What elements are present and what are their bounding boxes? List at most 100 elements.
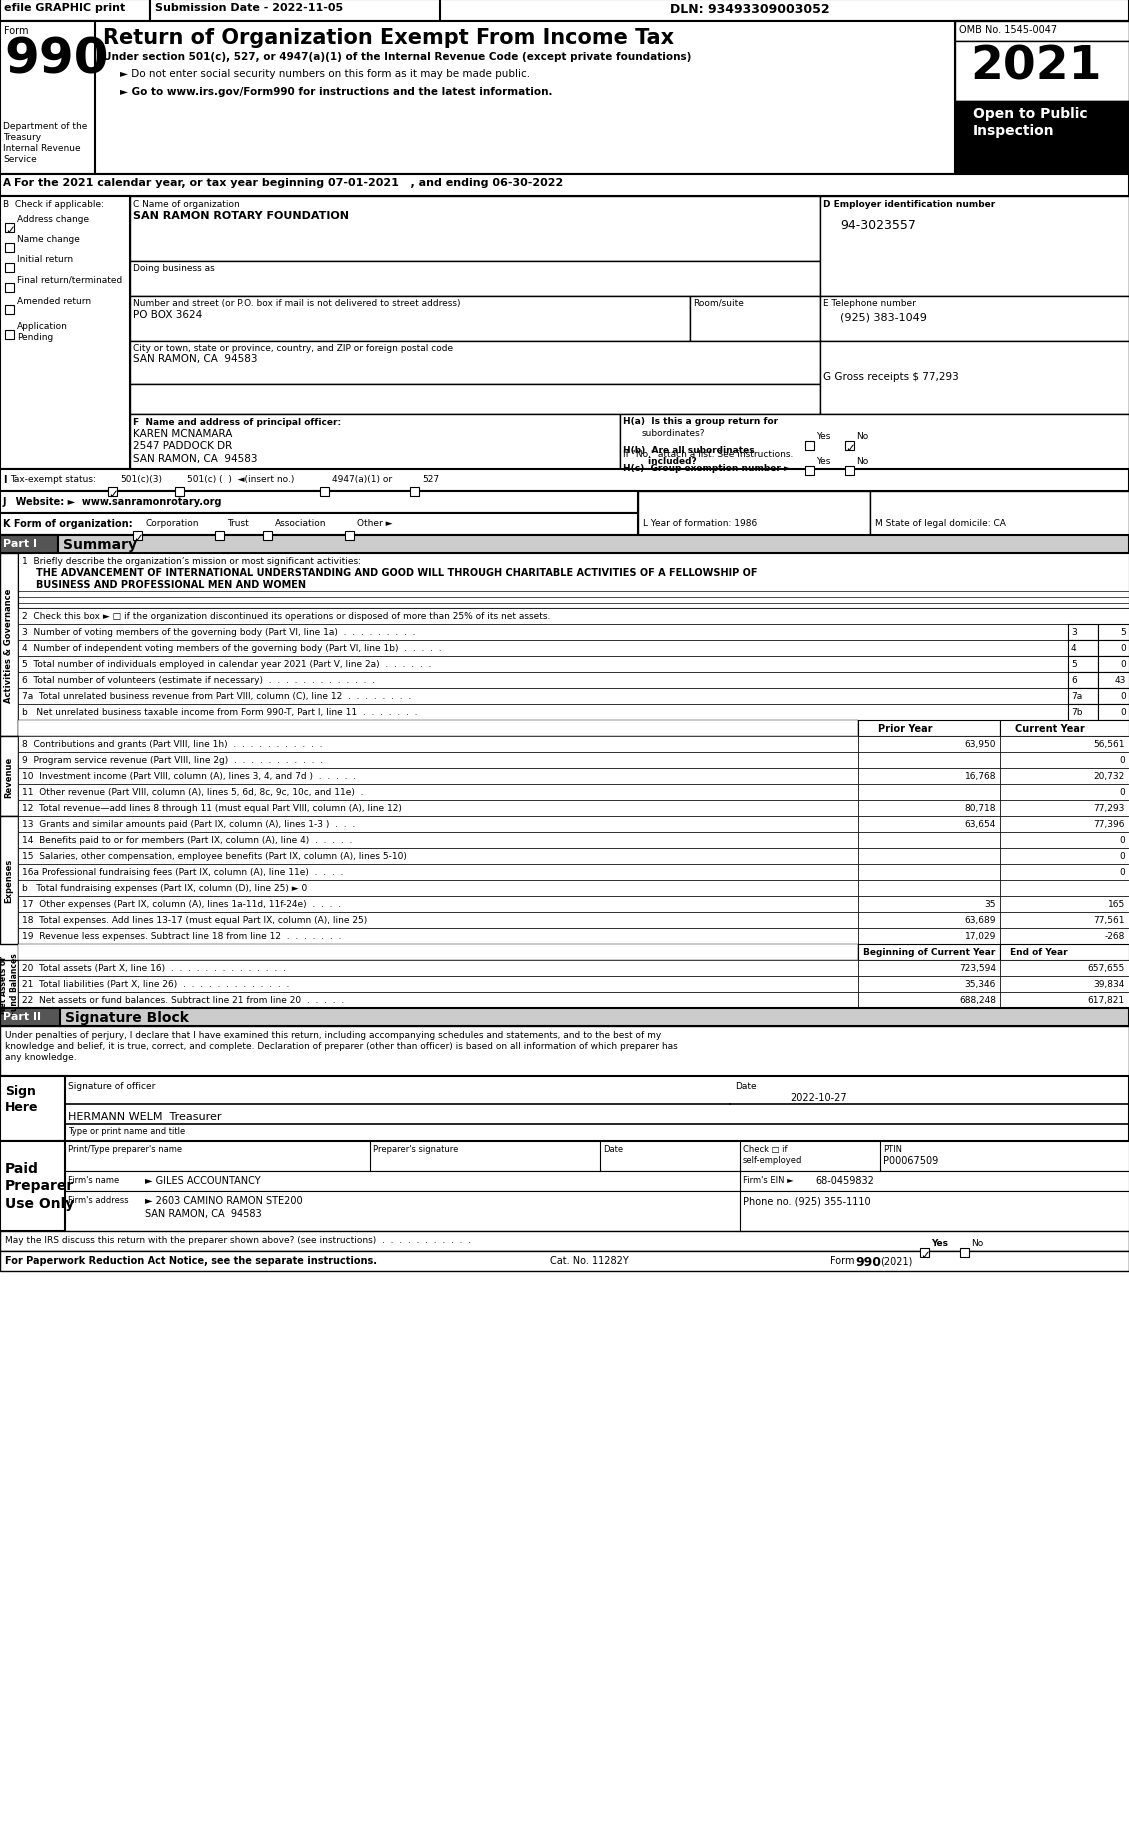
Text: M State of legal domicile: CA: M State of legal domicile: CA (875, 518, 1006, 527)
Text: Yes: Yes (816, 458, 830, 467)
Bar (1099, 705, 1129, 721)
Bar (18, 688, 1068, 705)
Bar (130, 415, 620, 470)
Bar (5, 284, 14, 293)
Text: SAN RAMON ROTARY FOUNDATION: SAN RAMON ROTARY FOUNDATION (133, 210, 349, 221)
Bar (858, 785, 1000, 800)
Text: Open to Public
Inspection: Open to Public Inspection (973, 106, 1087, 139)
Text: 13  Grants and similar amounts paid (Part IX, column (A), lines 1-3 )  .  .  .: 13 Grants and similar amounts paid (Part… (21, 820, 356, 829)
Bar (0, 1076, 65, 1142)
Text: 17  Other expenses (Part IX, column (A), lines 1a-11d, 11f-24e)  .  .  .  .: 17 Other expenses (Part IX, column (A), … (21, 900, 341, 908)
Text: Paid
Preparer
Use Only: Paid Preparer Use Only (5, 1162, 75, 1210)
Text: Under penalties of perjury, I declare that I have examined this return, includin: Under penalties of perjury, I declare th… (5, 1030, 677, 1061)
Text: KAREN MCNAMARA
2547 PADDOCK DR
SAN RAMON, CA  94583: KAREN MCNAMARA 2547 PADDOCK DR SAN RAMON… (133, 428, 257, 463)
Text: Yes: Yes (931, 1239, 948, 1248)
Bar (0, 554, 18, 737)
Text: 77,396: 77,396 (1094, 820, 1124, 829)
Bar (0, 816, 18, 944)
Text: 0: 0 (1120, 659, 1126, 668)
Text: Activities & Governance: Activities & Governance (5, 587, 14, 703)
Bar (0, 737, 18, 816)
Text: Cat. No. 11282Y: Cat. No. 11282Y (550, 1255, 629, 1265)
Bar (0, 0, 1129, 22)
Bar (18, 913, 858, 928)
Bar (18, 737, 858, 752)
Bar (18, 928, 858, 944)
Text: Department of the
Treasury
Internal Revenue
Service: Department of the Treasury Internal Reve… (3, 123, 87, 165)
Text: DLN: 93493309003052: DLN: 93493309003052 (669, 4, 830, 16)
Text: Prior Year: Prior Year (878, 723, 933, 734)
Text: Other ►: Other ► (357, 518, 393, 527)
Bar (1068, 705, 1099, 721)
Text: ✓: ✓ (108, 489, 119, 501)
Text: E Telephone number: E Telephone number (823, 298, 916, 307)
Bar (0, 470, 1129, 492)
Bar (1000, 769, 1129, 785)
Bar (18, 816, 858, 833)
Text: ► 2603 CAMINO RAMON STE200: ► 2603 CAMINO RAMON STE200 (145, 1195, 303, 1206)
Bar (1068, 624, 1099, 640)
Text: 2  Check this box ► □ if the organization discontinued its operations or dispose: 2 Check this box ► □ if the organization… (21, 611, 550, 620)
Bar (1099, 624, 1129, 640)
Text: 43: 43 (1114, 675, 1126, 684)
Text: 77,561: 77,561 (1094, 915, 1124, 924)
Bar (1000, 785, 1129, 800)
Text: 11  Other revenue (Part VIII, column (A), lines 5, 6d, 8c, 9c, 10c, and 11e)  .: 11 Other revenue (Part VIII, column (A),… (21, 787, 364, 796)
Bar (955, 22, 1129, 42)
Text: Name change: Name change (17, 234, 80, 243)
Text: Firm's name: Firm's name (68, 1175, 120, 1184)
Text: 0: 0 (1120, 708, 1126, 717)
Text: Summary: Summary (63, 538, 137, 551)
Bar (263, 533, 272, 540)
Text: I: I (3, 474, 7, 485)
Text: 10  Investment income (Part VIII, column (A), lines 3, 4, and 7d )  .  .  .  .  : 10 Investment income (Part VIII, column … (21, 772, 356, 781)
Text: Form: Form (5, 26, 28, 37)
Text: Firm's address: Firm's address (68, 1195, 129, 1204)
Text: 7b: 7b (1071, 708, 1083, 717)
Bar (858, 897, 1000, 913)
Text: Date: Date (735, 1082, 756, 1091)
Bar (18, 897, 858, 913)
Text: PO BOX 3624: PO BOX 3624 (133, 309, 202, 320)
Bar (18, 721, 858, 737)
Text: 4: 4 (1071, 644, 1077, 653)
Text: B  Check if applicable:: B Check if applicable: (3, 199, 104, 209)
Text: ✓: ✓ (6, 225, 16, 238)
Text: 16a Professional fundraising fees (Part IX, column (A), line 11e)  .  .  .  .: 16a Professional fundraising fees (Part … (21, 867, 343, 877)
Bar (1000, 880, 1129, 897)
Bar (805, 467, 814, 476)
Bar (18, 752, 858, 769)
Text: 63,689: 63,689 (964, 915, 996, 924)
Bar (0, 22, 1129, 176)
Bar (0, 1142, 65, 1232)
Bar (5, 223, 14, 232)
Text: 688,248: 688,248 (959, 996, 996, 1005)
Text: Tax-exempt status:: Tax-exempt status: (10, 474, 96, 483)
Text: Corporation: Corporation (145, 518, 199, 527)
Bar (858, 928, 1000, 944)
Text: 7a: 7a (1071, 692, 1083, 701)
Text: Trust: Trust (227, 518, 248, 527)
Text: L Year of formation: 1986: L Year of formation: 1986 (644, 518, 758, 527)
Text: THE ADVANCEMENT OF INTERNATIONAL UNDERSTANDING AND GOOD WILL THROUGH CHARITABLE : THE ADVANCEMENT OF INTERNATIONAL UNDERST… (36, 567, 758, 589)
Bar (18, 944, 858, 961)
Text: Print/Type preparer's name: Print/Type preparer's name (68, 1144, 182, 1153)
Text: 15  Salaries, other compensation, employee benefits (Part IX, column (A), lines : 15 Salaries, other compensation, employe… (21, 851, 406, 860)
Text: 16,768: 16,768 (964, 772, 996, 781)
Text: C Name of organization: C Name of organization (133, 199, 239, 209)
Text: Revenue: Revenue (5, 756, 14, 798)
Text: 501(c) (  )  ◄(insert no.): 501(c) ( ) ◄(insert no.) (187, 474, 295, 483)
Text: Part I: Part I (3, 538, 37, 549)
Text: Return of Organization Exempt From Income Tax: Return of Organization Exempt From Incom… (103, 27, 674, 48)
Text: Address change: Address change (17, 214, 89, 223)
Bar (5, 264, 14, 273)
Bar (175, 489, 184, 496)
Text: 990: 990 (855, 1255, 881, 1268)
Bar (858, 752, 1000, 769)
Text: F  Name and address of principal officer:: F Name and address of principal officer: (133, 417, 341, 426)
Bar (108, 489, 117, 496)
Text: Signature of officer: Signature of officer (68, 1082, 156, 1091)
Bar (858, 849, 1000, 864)
Text: Signature Block: Signature Block (65, 1010, 189, 1025)
Text: End of Year: End of Year (1010, 948, 1068, 957)
